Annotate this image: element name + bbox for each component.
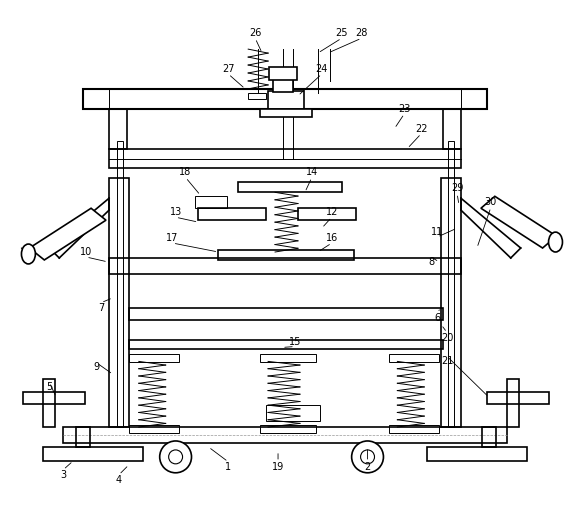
Text: 20: 20 — [441, 333, 453, 343]
Text: 8: 8 — [428, 257, 434, 267]
Text: 21: 21 — [441, 356, 453, 367]
Bar — [428, 447, 527, 461]
Ellipse shape — [548, 232, 563, 252]
Text: 18: 18 — [180, 167, 192, 177]
Bar — [448, 140, 454, 427]
Text: 16: 16 — [325, 233, 338, 243]
Bar — [507, 379, 519, 427]
Text: 24: 24 — [316, 64, 328, 74]
Text: 5: 5 — [46, 382, 52, 392]
Text: 13: 13 — [169, 207, 182, 217]
Text: 30: 30 — [484, 197, 497, 207]
Text: 29: 29 — [451, 184, 463, 193]
Text: 4: 4 — [116, 475, 122, 485]
Text: 1: 1 — [225, 462, 231, 472]
Bar — [198, 208, 266, 220]
Text: 11: 11 — [431, 227, 443, 237]
Bar — [273, 79, 293, 92]
Bar — [43, 379, 55, 427]
Text: 6: 6 — [434, 313, 440, 322]
Bar — [269, 67, 297, 80]
Bar — [129, 340, 443, 349]
Circle shape — [160, 441, 192, 473]
Text: 17: 17 — [166, 233, 179, 243]
Text: 3: 3 — [60, 470, 66, 480]
Text: 19: 19 — [272, 462, 284, 472]
Bar — [260, 109, 312, 117]
Bar — [260, 354, 316, 363]
Bar — [129, 308, 443, 319]
Circle shape — [361, 450, 374, 464]
Bar — [218, 250, 353, 260]
Bar — [443, 109, 461, 149]
Bar — [83, 89, 487, 109]
Bar — [109, 178, 129, 427]
Bar — [260, 425, 316, 433]
Bar — [63, 427, 507, 443]
Text: 22: 22 — [415, 124, 428, 134]
Polygon shape — [30, 208, 106, 260]
Text: 23: 23 — [398, 104, 410, 114]
Text: 28: 28 — [355, 28, 368, 38]
Text: 15: 15 — [289, 337, 301, 346]
Bar — [389, 354, 439, 363]
Bar — [389, 425, 439, 433]
Bar — [268, 91, 304, 109]
Bar — [196, 196, 227, 208]
Polygon shape — [481, 196, 556, 248]
Text: 25: 25 — [335, 28, 348, 38]
Bar — [129, 354, 178, 363]
Text: 26: 26 — [249, 28, 262, 38]
Bar — [43, 447, 142, 461]
Bar — [482, 427, 496, 447]
Bar — [298, 208, 356, 220]
Text: 14: 14 — [306, 167, 318, 177]
Circle shape — [352, 441, 384, 473]
Bar — [441, 178, 461, 427]
Bar — [266, 405, 320, 421]
Text: 12: 12 — [325, 207, 338, 217]
Text: 9: 9 — [93, 363, 99, 372]
Text: 27: 27 — [222, 64, 235, 74]
Bar — [117, 140, 123, 427]
Ellipse shape — [22, 244, 35, 264]
Bar — [248, 93, 266, 99]
Text: 7: 7 — [98, 303, 104, 313]
Bar — [109, 109, 127, 149]
Bar — [487, 392, 548, 404]
Bar — [23, 392, 85, 404]
Bar — [109, 258, 461, 274]
Bar — [129, 425, 178, 433]
Text: 10: 10 — [80, 247, 92, 257]
Bar — [76, 427, 90, 447]
Bar — [238, 183, 341, 192]
Circle shape — [169, 450, 182, 464]
Bar — [109, 149, 461, 168]
Text: 2: 2 — [364, 462, 370, 472]
